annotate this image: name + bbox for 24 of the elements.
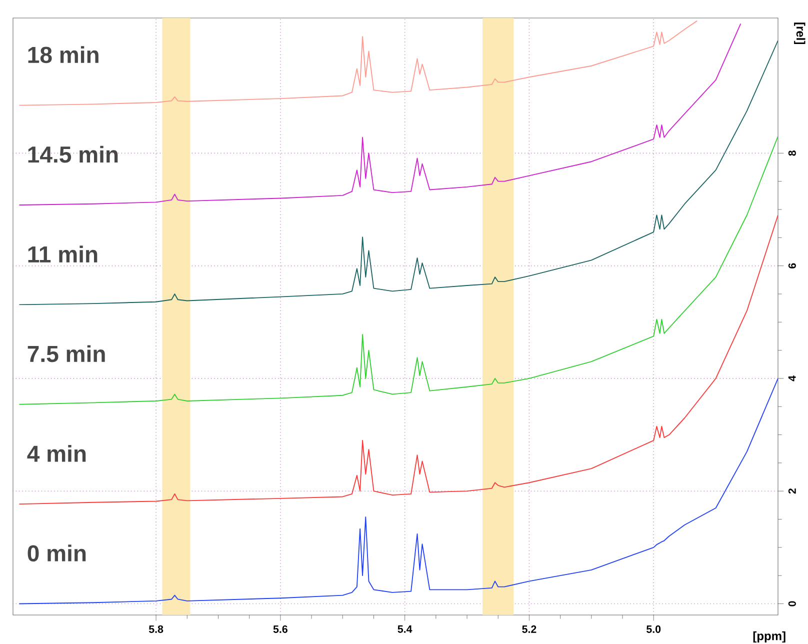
y-axis-title: [rel] [794,22,806,44]
y-tick-label: 6 [788,263,796,268]
y-tick-label: 4 [788,376,796,382]
series-label: 11 min [28,246,98,262]
line-series [18,23,742,206]
series-label: 4 min [27,445,86,462]
series-label: 0 min [28,544,86,562]
line-series [18,214,778,505]
series-label: 14.5 min [28,146,118,163]
x-axis-title: [ppm] [753,631,786,643]
x-tick-label: 5.0 [646,625,661,633]
x-tick-label: 5.4 [398,625,412,633]
y-tick-label: 0 [788,601,796,606]
line-series [18,20,698,106]
y-tick-label: 8 [788,150,796,156]
line-series [18,40,778,306]
series-label: 18 min [28,46,98,64]
y-tick-label: 2 [788,488,796,494]
line-series [18,378,778,604]
x-tick-label: 5.8 [148,625,164,633]
x-tick-label: 5.2 [522,625,536,633]
x-tick-label: 5.6 [273,625,288,633]
line-series [18,136,778,405]
series-label: 7.5 min [28,345,105,362]
